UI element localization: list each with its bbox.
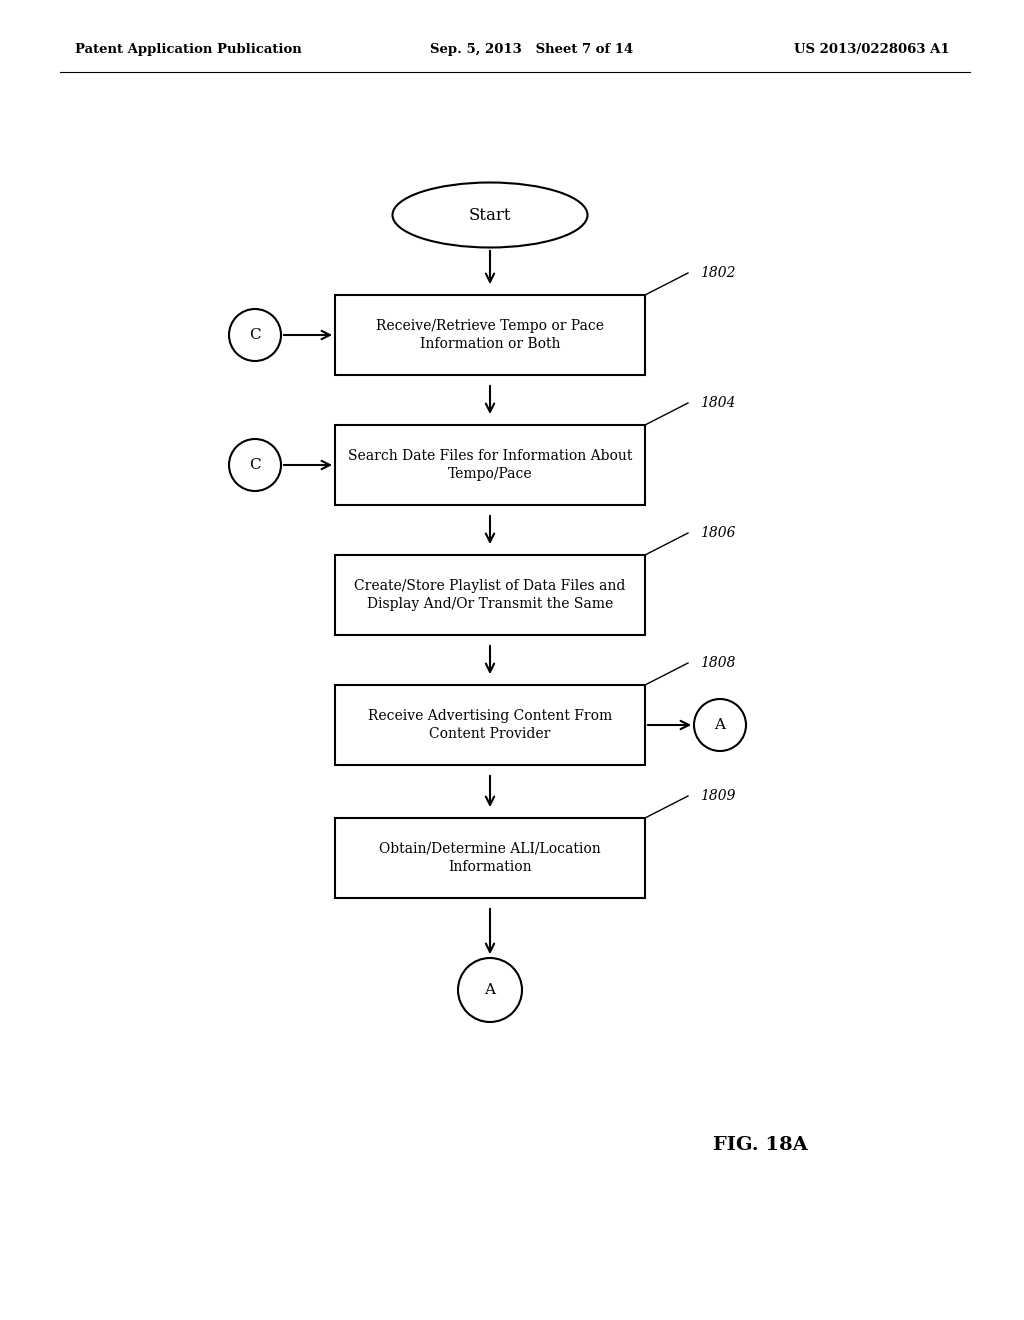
Bar [335,685,645,766]
Text: 1809: 1809 [700,789,735,803]
Text: 1806: 1806 [700,525,735,540]
Text: 1802: 1802 [700,267,735,280]
Text: Search Date Files for Information About
Tempo/Pace: Search Date Files for Information About … [348,449,632,482]
Text: FIG. 18A: FIG. 18A [713,1137,807,1154]
Bar [335,425,645,506]
Text: Sep. 5, 2013   Sheet 7 of 14: Sep. 5, 2013 Sheet 7 of 14 [430,44,633,57]
Text: C: C [249,458,261,473]
Text: US 2013/0228063 A1: US 2013/0228063 A1 [795,44,950,57]
Text: Start: Start [469,206,511,223]
Text: A: A [715,718,725,733]
Text: A: A [484,983,496,997]
Bar [335,818,645,898]
Text: 1804: 1804 [700,396,735,411]
Text: Receive Advertising Content From
Content Provider: Receive Advertising Content From Content… [368,709,612,742]
Text: C: C [249,327,261,342]
Bar [335,554,645,635]
Bar [335,294,645,375]
Text: Create/Store Playlist of Data Files and
Display And/Or Transmit the Same: Create/Store Playlist of Data Files and … [354,578,626,611]
Text: Receive/Retrieve Tempo or Pace
Information or Both: Receive/Retrieve Tempo or Pace Informati… [376,319,604,351]
Text: 1808: 1808 [700,656,735,671]
Text: Patent Application Publication: Patent Application Publication [75,44,302,57]
Text: Obtain/Determine ALI/Location
Information: Obtain/Determine ALI/Location Informatio… [379,842,601,874]
